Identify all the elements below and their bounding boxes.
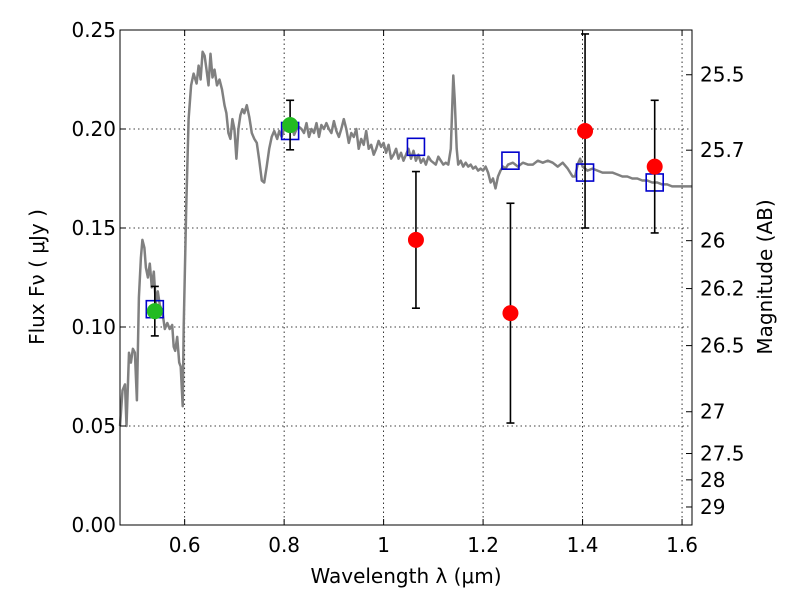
detection-layer	[146, 117, 663, 322]
magnitude-tick-label: 27.5	[700, 442, 745, 466]
model-photometry-square	[501, 151, 520, 170]
magnitude-tick-label: 26.5	[700, 334, 745, 358]
magnitude-axis-label: Magnitude (AB)	[753, 199, 777, 354]
y-tick-label: 0.05	[71, 414, 116, 438]
magnitude-tick-label: 28	[700, 468, 725, 492]
x-tick-labels: 0.6 0.8 1 1.2 1.4 1.6	[169, 533, 698, 557]
detection-point	[146, 303, 163, 320]
y-tick-label: 0.20	[71, 117, 116, 141]
x-tick-label: 1	[377, 533, 390, 557]
x-tick-label: 0.8	[268, 533, 300, 557]
y-tick-label: 0.15	[71, 216, 116, 240]
x-axis-label: Wavelength λ (μm)	[310, 564, 501, 588]
magnitude-tick-label: 26	[700, 229, 725, 253]
x-tick-label: 1.6	[666, 533, 698, 557]
detection-point	[646, 158, 663, 175]
y-tick-labels: 0.00 0.05 0.10 0.15 0.20 0.25	[71, 18, 116, 537]
x-tick-label: 1.4	[567, 533, 599, 557]
plot-frame	[119, 29, 693, 526]
magnitude-tick-label: 25.7	[700, 138, 745, 162]
detection-point	[282, 117, 299, 134]
model-spectrum-line	[118, 50, 692, 428]
spectrum-layer	[118, 50, 692, 428]
detection-point	[502, 305, 519, 322]
magnitude-tick-label: 26.2	[700, 277, 745, 301]
detection-point	[407, 231, 424, 248]
y-tick-label: 0.25	[71, 18, 116, 42]
tick-layer	[120, 29, 692, 526]
grid-layer	[120, 30, 692, 525]
model-photometry-square	[406, 137, 426, 157]
y-tick-label: 0.00	[71, 513, 116, 537]
x-tick-label: 0.6	[169, 533, 201, 557]
detection-point	[577, 122, 594, 139]
magnitude-tick-labels: 25.5 25.7 26 26.2 26.5 27 27.528 29	[700, 63, 745, 519]
magnitude-tick-label: 29	[700, 495, 725, 519]
magnitude-tick-label: 25.5	[700, 63, 745, 87]
y-axis-label: Flux Fν ( μJy )	[25, 209, 49, 345]
x-tick-label: 1.2	[467, 533, 499, 557]
error-bar-layer	[150, 33, 659, 424]
magnitude-tick-label: 27	[700, 400, 725, 424]
y-tick-label: 0.10	[71, 315, 116, 339]
